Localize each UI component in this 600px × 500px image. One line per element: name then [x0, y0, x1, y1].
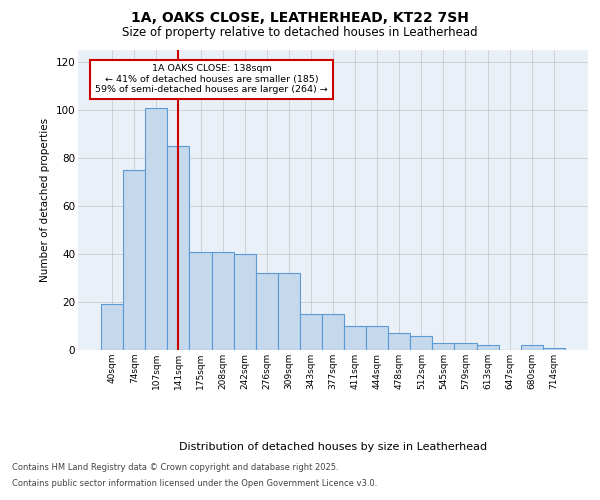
Bar: [543, 348, 565, 350]
Bar: [388, 333, 410, 350]
Y-axis label: Number of detached properties: Number of detached properties: [40, 118, 50, 282]
Bar: [123, 170, 145, 350]
Bar: [101, 304, 123, 350]
Bar: [322, 314, 344, 350]
Bar: [300, 314, 322, 350]
Text: Contains public sector information licensed under the Open Government Licence v3: Contains public sector information licen…: [12, 478, 377, 488]
Bar: [145, 108, 167, 350]
Bar: [344, 326, 366, 350]
Bar: [233, 254, 256, 350]
Bar: [278, 273, 300, 350]
Bar: [410, 336, 433, 350]
Bar: [212, 252, 233, 350]
Text: 1A OAKS CLOSE: 138sqm
← 41% of detached houses are smaller (185)
59% of semi-det: 1A OAKS CLOSE: 138sqm ← 41% of detached …: [95, 64, 328, 94]
Bar: [476, 345, 499, 350]
Text: Distribution of detached houses by size in Leatherhead: Distribution of detached houses by size …: [179, 442, 487, 452]
Bar: [256, 273, 278, 350]
Text: 1A, OAKS CLOSE, LEATHERHEAD, KT22 7SH: 1A, OAKS CLOSE, LEATHERHEAD, KT22 7SH: [131, 11, 469, 25]
Bar: [190, 252, 212, 350]
Text: Size of property relative to detached houses in Leatherhead: Size of property relative to detached ho…: [122, 26, 478, 39]
Bar: [433, 343, 454, 350]
Bar: [366, 326, 388, 350]
Bar: [167, 146, 190, 350]
Text: Contains HM Land Registry data © Crown copyright and database right 2025.: Contains HM Land Registry data © Crown c…: [12, 464, 338, 472]
Bar: [454, 343, 476, 350]
Bar: [521, 345, 543, 350]
